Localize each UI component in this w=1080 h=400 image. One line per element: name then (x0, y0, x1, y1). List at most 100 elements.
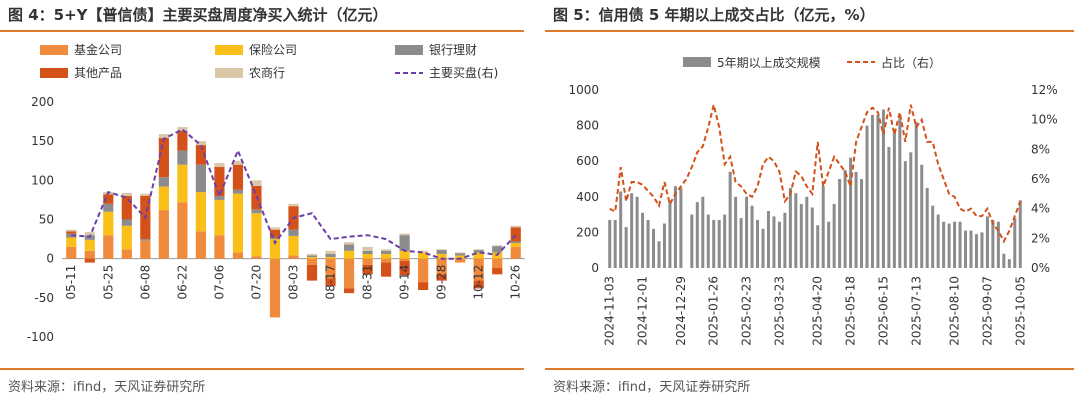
bar-segment (269, 229, 281, 238)
volume-bar (936, 214, 940, 268)
volume-bar (619, 191, 623, 268)
right-panel: 图 5：信用债 5 年期以上成交占比（亿元，%） 5年期以上成交规模 占比（右） 0… (545, 0, 1080, 400)
bar-segment (343, 288, 355, 294)
volume-bar (673, 186, 677, 268)
y-left-tick-label: 200 (576, 225, 599, 239)
bar-segment (343, 258, 355, 289)
right-figure-title: 图 5：信用债 5 年期以上成交占比（亿元，%） (553, 6, 875, 24)
volume-bar (942, 221, 946, 268)
x-tick-label: 09-14 (398, 265, 412, 300)
bar-segment (195, 192, 206, 232)
bar-segment (362, 253, 373, 259)
bar-segment (251, 209, 262, 214)
x-tick-label: 10-26 (509, 265, 523, 300)
bar-segment (492, 246, 503, 253)
volume-bar (892, 132, 896, 268)
volume-bar (898, 118, 902, 268)
volume-bar (980, 232, 984, 268)
bar-segment (269, 239, 281, 259)
y-right-tick-label: 2% (1031, 231, 1050, 245)
volume-bar (865, 125, 869, 268)
bar-segment (399, 233, 410, 236)
volume-bar (832, 203, 836, 268)
bar-segment (510, 227, 521, 242)
bar-segment (306, 264, 318, 281)
volume-bar (777, 221, 781, 268)
volume-bar (953, 221, 957, 268)
bar-segment (362, 258, 373, 265)
bar-segment (214, 167, 225, 196)
bar-segment (177, 202, 188, 259)
bar-segment (306, 257, 318, 259)
bar-segment (473, 250, 484, 253)
y-tick-label: -50 (34, 291, 54, 305)
x-date-label: 2025-07-13 (909, 276, 923, 346)
volume-bar (652, 228, 656, 268)
volume-bar (870, 114, 874, 268)
y-right-tick-label: 10% (1031, 113, 1058, 127)
legend-label-3: 银行理财 (429, 43, 477, 57)
volume-bar (849, 157, 853, 268)
bar-segment (325, 250, 336, 254)
bar-segment (492, 245, 503, 247)
bar-segment (436, 253, 447, 259)
bar-segment (325, 278, 336, 287)
bar-segment (436, 258, 447, 275)
volume-bar (745, 196, 749, 268)
bar-segment (455, 252, 466, 254)
volume-bar (772, 216, 776, 268)
volume-bar (624, 227, 628, 268)
x-date-label: 2025-04-20 (811, 276, 825, 346)
volume-bar (734, 196, 738, 268)
bar-segment (214, 199, 225, 236)
volume-bar (816, 225, 820, 268)
x-date-label: 2025-01-26 (707, 276, 721, 346)
bar-segment (510, 241, 521, 243)
x-tick-label: 07-20 (249, 265, 263, 300)
bar-segment (381, 262, 392, 277)
bar-segment (177, 164, 188, 203)
volume-bar (657, 241, 661, 268)
bar-segment (232, 193, 244, 253)
bar-segment (362, 250, 373, 254)
bar-segment (288, 203, 299, 207)
bar-segment (66, 229, 77, 232)
bar-segment (195, 231, 206, 259)
bar-segment (418, 250, 429, 253)
bar-segment (103, 203, 114, 212)
bar-segment (418, 282, 429, 290)
bar-segment (177, 127, 188, 131)
legend-label-2: 保险公司 (249, 42, 297, 57)
bar-segment (195, 145, 206, 165)
x-tick-label: 08-03 (287, 265, 301, 300)
bar-segment (103, 194, 114, 204)
volume-bar (843, 170, 847, 268)
volume-bar (712, 219, 716, 268)
x-date-label: 2024-11-03 (603, 276, 617, 346)
volume-bar (810, 207, 814, 268)
volume-bar (756, 219, 760, 268)
bar-segment (325, 258, 336, 279)
bar-segment (455, 258, 466, 263)
y-tick-label: 0 (46, 252, 54, 266)
volume-bar (766, 211, 770, 268)
y-right-tick-label: 12% (1031, 83, 1058, 97)
legend-swatch-volume (683, 57, 711, 67)
x-date-label: 2025-09-07 (980, 276, 994, 346)
bar-segment (177, 130, 188, 151)
volume-bar (991, 219, 995, 268)
y-tick-label: 100 (31, 173, 54, 187)
y-left-tick-label: 600 (576, 154, 599, 168)
legend-label-1: 基金公司 (74, 42, 122, 57)
bar-segment (381, 250, 392, 254)
volume-bar (821, 186, 825, 268)
bar-segment (121, 225, 132, 250)
volume-bar (854, 171, 858, 268)
volume-bar (1002, 253, 1006, 268)
x-date-label: 2025-02-23 (740, 276, 754, 346)
volume-bar (690, 214, 694, 268)
bar-segment (510, 225, 521, 228)
volume-bar (958, 221, 962, 268)
bar-segment (214, 235, 225, 259)
